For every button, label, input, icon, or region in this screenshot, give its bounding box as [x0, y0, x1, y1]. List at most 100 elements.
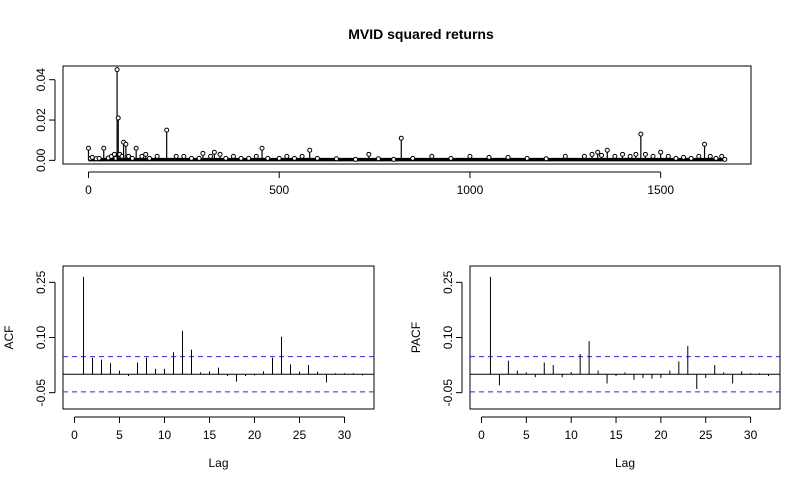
data-point — [101, 145, 107, 151]
x-tick-label: 25 — [293, 428, 307, 442]
x-tick-label: 0 — [478, 428, 485, 442]
data-point — [208, 153, 214, 159]
data-point — [123, 141, 129, 147]
x-tick-label: 1000 — [457, 183, 484, 197]
data-point — [85, 145, 91, 151]
x-tick-label: 20 — [654, 428, 668, 442]
data-point — [154, 153, 160, 159]
data-point — [284, 153, 290, 159]
data-point — [633, 151, 639, 157]
data-point — [114, 67, 120, 73]
acf-panel: 0 5 10 15 20 25 30 -0.05 0.10 0.25 Lag ACF — [2, 265, 375, 470]
data-point — [143, 151, 149, 157]
data-point — [173, 153, 179, 159]
data-point — [688, 155, 694, 161]
x-tick-label: 0 — [85, 183, 92, 197]
x-tick-label: 15 — [203, 428, 217, 442]
x-tick-label: 15 — [609, 428, 623, 442]
plot-frame — [62, 265, 375, 410]
data-point — [658, 149, 664, 155]
data-point — [707, 153, 713, 159]
series-squared-returns — [85, 67, 728, 162]
data-point — [650, 153, 656, 159]
data-point — [333, 156, 339, 162]
plot-frame — [469, 265, 781, 410]
data-point — [410, 155, 416, 161]
data-point — [638, 131, 644, 137]
data-point — [96, 155, 102, 161]
y-tick-label: -0.05 — [441, 379, 455, 407]
data-point — [265, 155, 271, 161]
x-tick-label: 30 — [338, 428, 352, 442]
data-point — [486, 154, 492, 160]
data-point — [217, 151, 223, 157]
data-point — [246, 155, 252, 161]
data-point — [253, 153, 259, 159]
data-point — [238, 155, 244, 161]
data-point — [353, 156, 359, 162]
plot-frame — [62, 65, 752, 165]
x-tick-label: 10 — [565, 428, 579, 442]
data-point — [129, 155, 135, 161]
data-point — [133, 145, 139, 151]
data-point — [722, 156, 728, 162]
data-point — [642, 151, 648, 157]
x-tick-label: 20 — [248, 428, 262, 442]
data-point — [230, 153, 236, 159]
data-point — [702, 141, 708, 147]
data-point — [696, 153, 702, 159]
data-point — [612, 153, 618, 159]
x-tick-label: 1500 — [647, 183, 674, 197]
data-point — [524, 155, 530, 161]
data-point — [276, 155, 282, 161]
x-tick-label: 5 — [523, 428, 530, 442]
data-point — [562, 153, 568, 159]
data-point — [375, 156, 381, 162]
data-point — [259, 145, 265, 151]
data-point — [147, 155, 153, 161]
data-point — [188, 155, 194, 161]
data-point — [223, 155, 229, 161]
data-point — [111, 151, 117, 157]
x-axis-label: Lag — [208, 456, 228, 470]
data-point — [620, 151, 626, 157]
data-point — [665, 153, 671, 159]
x-tick-label: 25 — [699, 428, 713, 442]
data-point — [307, 147, 313, 153]
data-point — [429, 153, 435, 159]
data-point — [391, 156, 397, 162]
data-point — [291, 155, 297, 161]
data-point — [139, 153, 145, 159]
data-point — [200, 150, 206, 156]
chart-title: MVID squared returns — [348, 26, 494, 42]
data-point — [314, 155, 320, 161]
y-tick-label: 0.10 — [441, 325, 455, 349]
data-point — [604, 147, 610, 153]
y-axis-label: PACF — [409, 322, 423, 353]
x-axis-label: Lag — [615, 456, 635, 470]
y-tick-label: 0.02 — [34, 108, 48, 132]
data-point — [115, 115, 121, 121]
data-point — [398, 135, 404, 141]
data-point — [299, 153, 305, 159]
x-tick-label: 0 — [71, 428, 78, 442]
data-point — [719, 153, 725, 159]
x-tick-label: 30 — [744, 428, 758, 442]
y-tick-label: 0.25 — [34, 270, 48, 294]
data-point — [673, 155, 679, 161]
y-tick-label: 0.04 — [34, 68, 48, 92]
data-point — [599, 152, 605, 158]
x-tick-label: 500 — [269, 183, 289, 197]
x-tick-label: 5 — [116, 428, 123, 442]
data-point — [467, 153, 473, 159]
data-point — [126, 153, 132, 159]
data-point — [505, 154, 511, 160]
data-point — [366, 151, 372, 157]
y-tick-label: -0.05 — [34, 379, 48, 407]
data-point — [448, 155, 454, 161]
data-point — [196, 155, 202, 161]
data-point — [543, 156, 549, 162]
data-point — [181, 153, 187, 159]
data-point — [627, 153, 633, 159]
